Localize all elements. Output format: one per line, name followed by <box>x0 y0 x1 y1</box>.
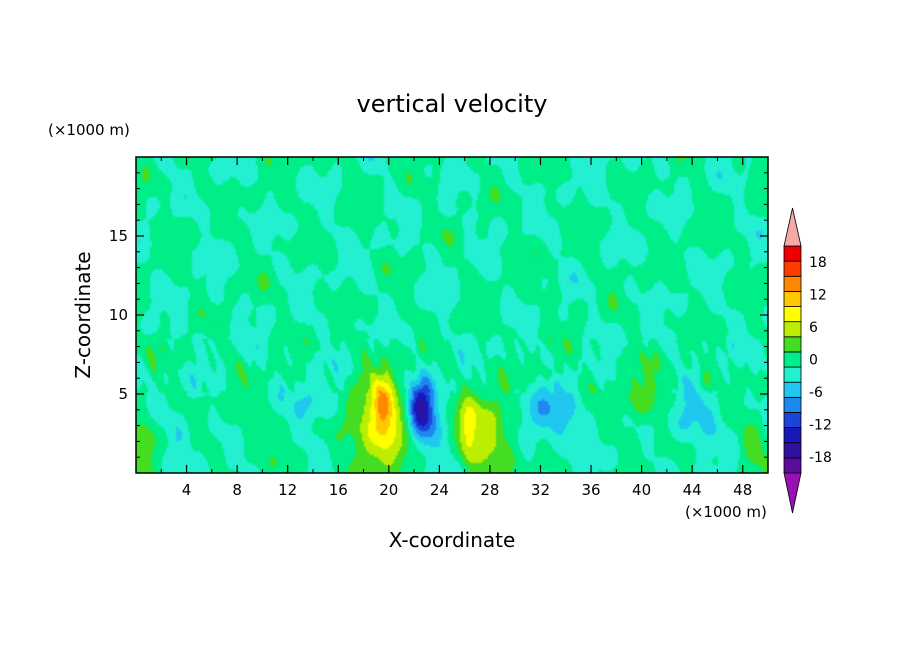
colorbar-under-triangle <box>783 472 802 514</box>
colorbar-bin <box>783 275 802 292</box>
x-tick-label: 40 <box>632 481 651 499</box>
chart-title: vertical velocity <box>357 90 548 118</box>
x-tick-label: 32 <box>531 481 550 499</box>
colorbar-label: 12 <box>809 288 827 304</box>
x-tick-label: 36 <box>581 481 600 499</box>
x-tick-label: 28 <box>480 481 499 499</box>
colorbar-bin <box>783 381 802 398</box>
y-tick-label: 10 <box>109 306 128 324</box>
y-axis-ticks: 5 10 15 <box>109 172 768 458</box>
x-tick-label: 24 <box>430 481 449 499</box>
colorbar-bin <box>783 351 802 368</box>
colorbar-label: 0 <box>809 353 818 369</box>
colorbar-bin <box>783 366 802 383</box>
x-tick-label: 4 <box>182 481 192 499</box>
x-axis-ticks: 4 8 12 16 20 24 28 32 36 40 44 48 <box>160 157 752 499</box>
y-tick-label: 15 <box>109 227 128 245</box>
x-tick-label: 44 <box>683 481 702 499</box>
colorbar-bin <box>783 396 802 413</box>
x-tick-label: 12 <box>278 481 297 499</box>
x-tick-label: 48 <box>733 481 752 499</box>
y-unit-label: (×1000 m) <box>48 121 130 139</box>
colorbar-label: -12 <box>809 417 832 433</box>
colorbar-bin <box>783 336 802 353</box>
colorbar: 18 12 6 0 -6 -12 -18 <box>783 207 832 514</box>
colorbar-bin <box>783 412 802 429</box>
colorbar-bin <box>783 260 802 277</box>
colorbar-label: -6 <box>809 385 823 401</box>
x-tick-label: 16 <box>329 481 348 499</box>
x-axis-label: X-coordinate <box>389 528 516 552</box>
colorbar-bin <box>783 427 802 444</box>
colorbar-bin <box>783 321 802 338</box>
colorbar-bin <box>783 290 802 307</box>
colorbar-bin <box>783 245 802 262</box>
colorbar-bin <box>783 457 802 474</box>
colorbar-label: -18 <box>809 450 832 466</box>
x-tick-label: 20 <box>379 481 398 499</box>
y-tick-label: 5 <box>118 385 128 403</box>
colorbar-label: 18 <box>809 255 827 271</box>
x-tick-label: 8 <box>232 481 242 499</box>
x-unit-label: (×1000 m) <box>685 503 767 521</box>
contour-field-image <box>136 157 768 473</box>
colorbar-bin <box>783 442 802 459</box>
colorbar-bin <box>783 306 802 323</box>
contour-field <box>136 157 768 473</box>
colorbar-label: 6 <box>809 320 818 336</box>
colorbar-over-triangle <box>783 207 802 247</box>
y-axis-label: Z-coordinate <box>71 251 95 378</box>
